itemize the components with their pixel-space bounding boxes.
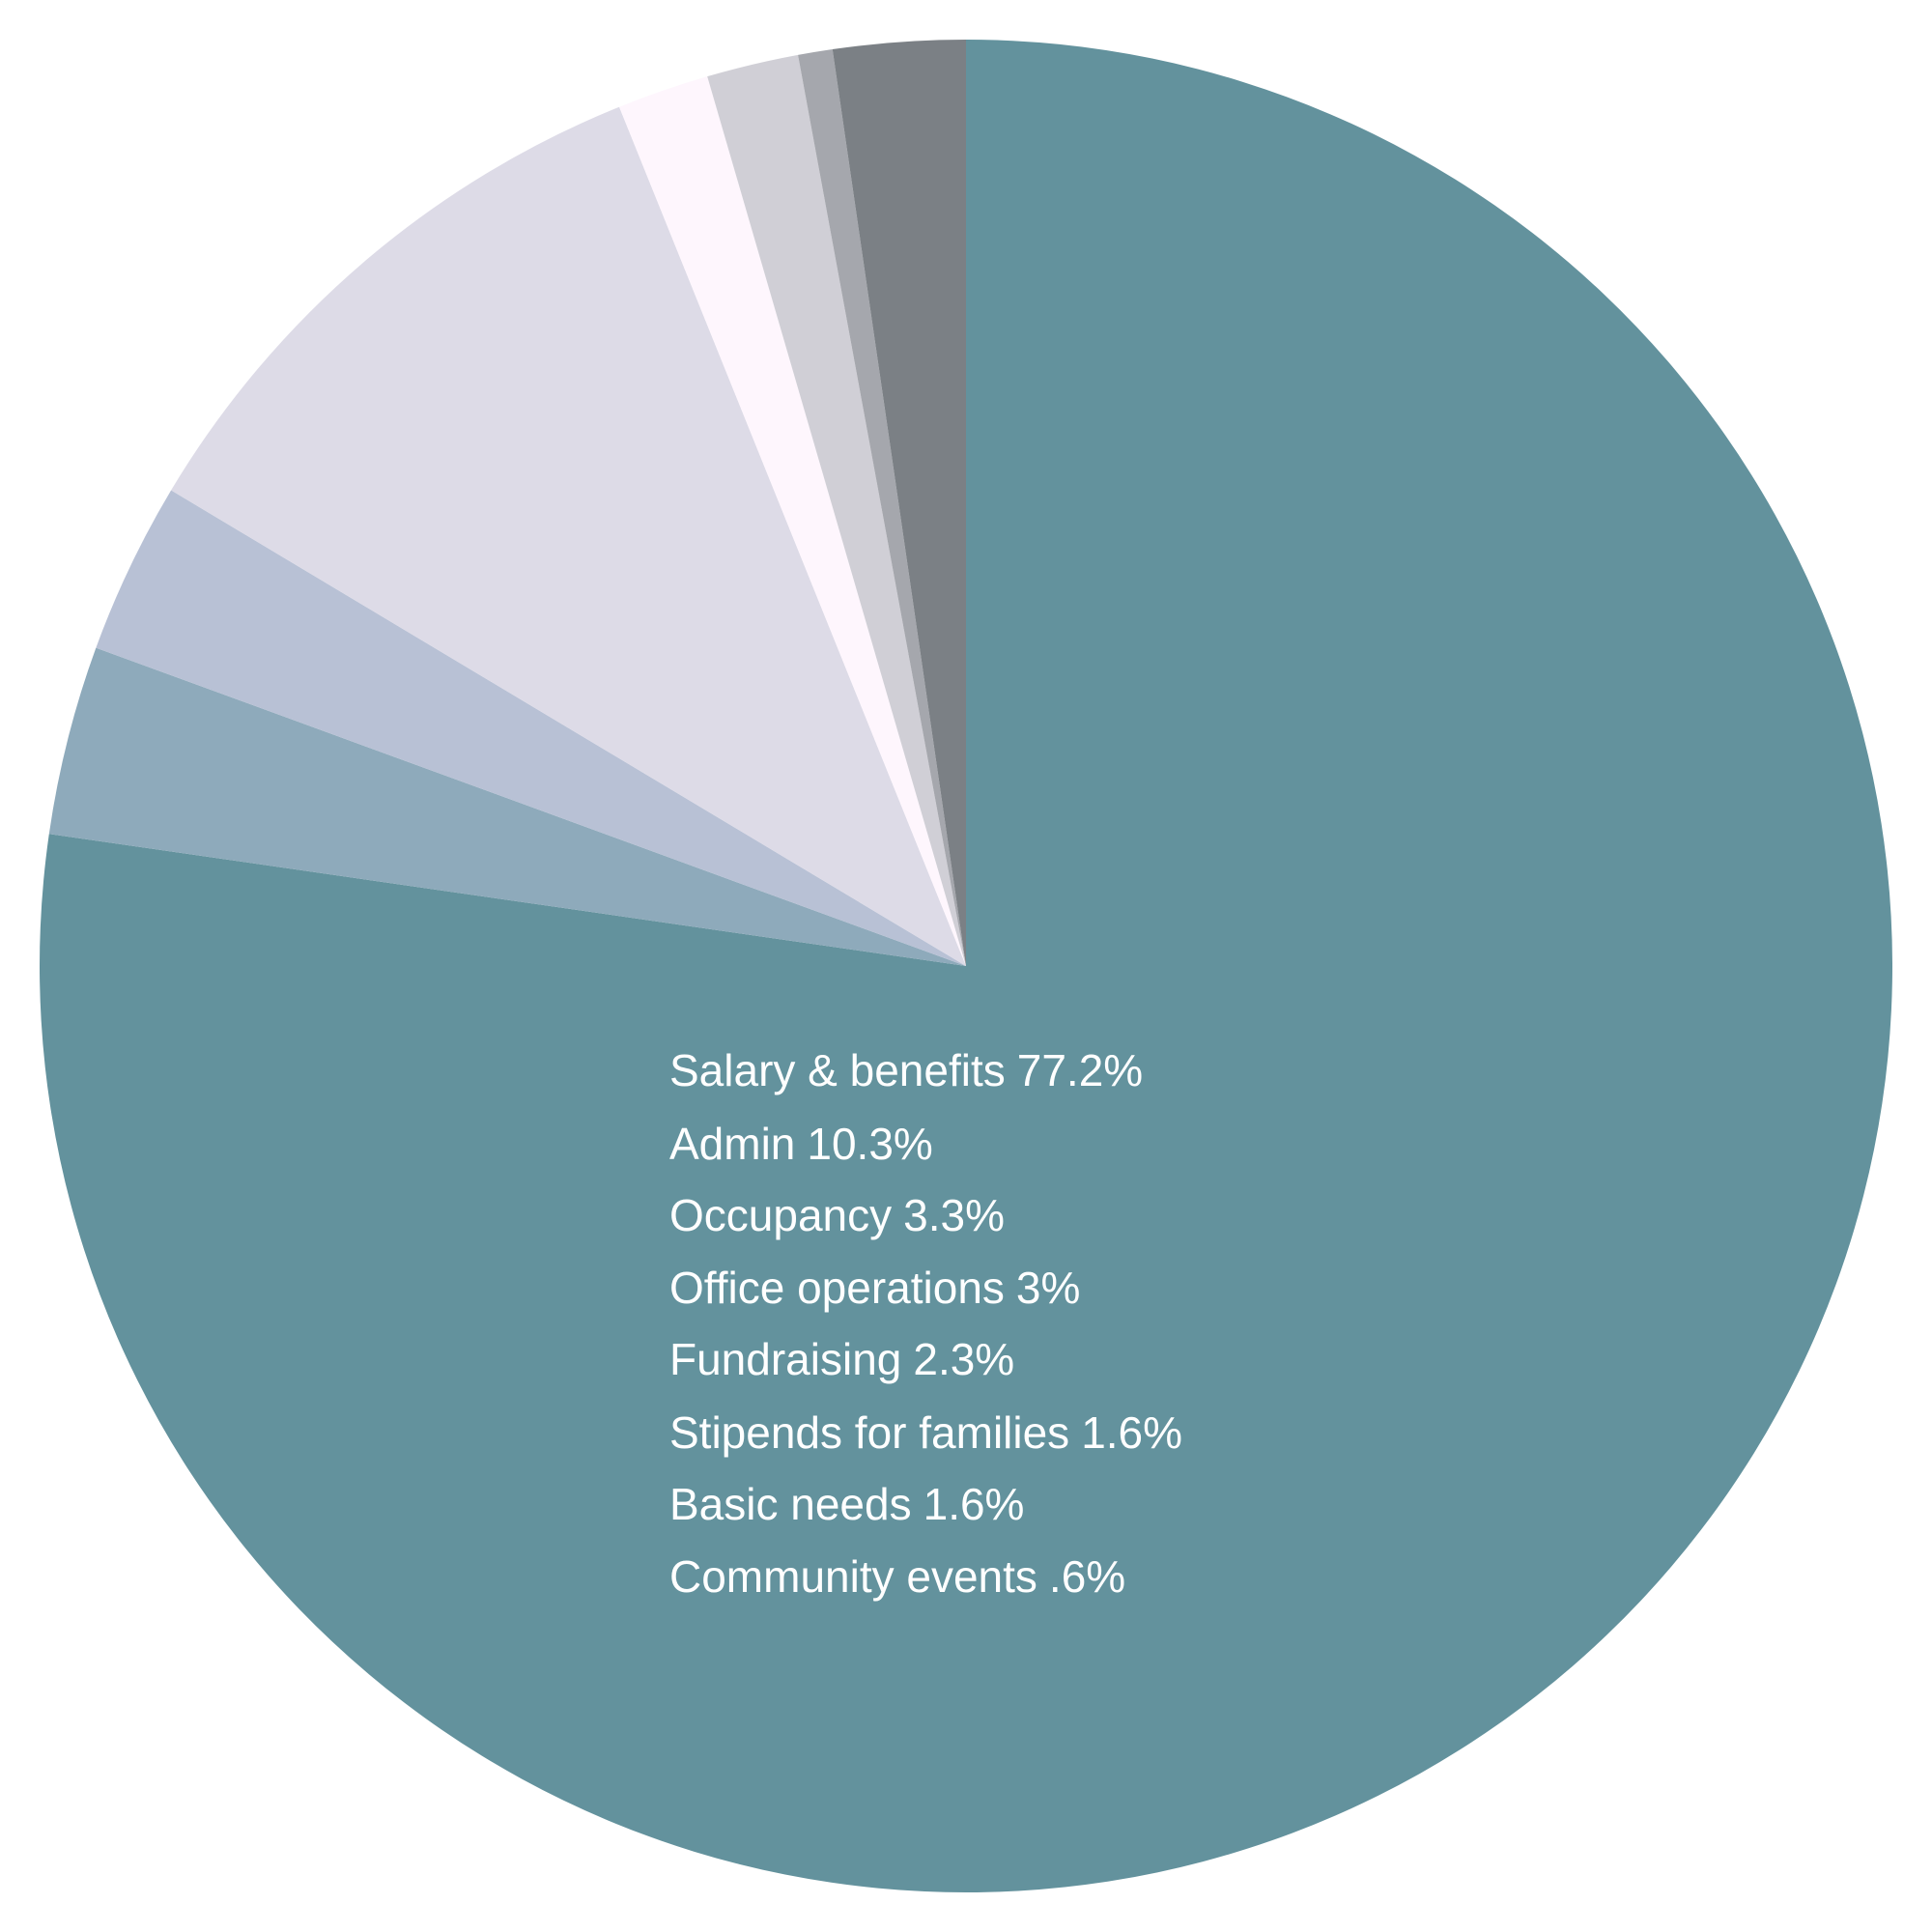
legend-value: 1.6%: [1081, 1407, 1182, 1458]
legend-entry: Office operations 3%: [669, 1263, 1080, 1313]
legend-entry: Admin 10.3%: [669, 1119, 933, 1169]
legend-label: Stipends for families: [669, 1407, 1069, 1458]
legend-label: Occupancy: [669, 1190, 892, 1240]
legend-label: Admin: [669, 1119, 795, 1169]
pie-slice: [619, 76, 966, 966]
legend-entry: Basic needs 1.6%: [669, 1479, 1024, 1529]
legend-value: .6%: [1049, 1551, 1125, 1602]
legend-label: Office operations: [669, 1263, 1005, 1313]
legend-entry: Salary & benefits 77.2%: [669, 1045, 1143, 1095]
legend-entry: Fundraising 2.3%: [669, 1334, 1014, 1384]
legend-label: Fundraising: [669, 1334, 901, 1384]
pie-slice: [48, 647, 966, 966]
pie-slice: [171, 106, 966, 966]
pie-slice: [707, 54, 966, 966]
pie-slice: [832, 40, 966, 966]
pie-slice: [96, 490, 966, 966]
legend: Salary & benefits 77.2% Admin 10.3% Occupa…: [669, 1045, 1182, 1602]
legend-value: 2.3%: [913, 1334, 1014, 1384]
legend-label: Community events: [669, 1551, 1037, 1602]
legend-value: 10.3%: [807, 1119, 932, 1169]
pie-slice: [39, 40, 1893, 1892]
legend-entry: Stipends for families 1.6%: [669, 1407, 1182, 1458]
legend-value: 3%: [1016, 1263, 1080, 1313]
legend-label: Salary & benefits: [669, 1045, 1006, 1095]
legend-value: 3.3%: [903, 1190, 1005, 1240]
legend-value: 1.6%: [923, 1479, 1025, 1529]
legend-label: Basic needs: [669, 1479, 912, 1529]
legend-entry: Occupancy 3.3%: [669, 1190, 1005, 1240]
pie: [39, 40, 1893, 1892]
pie-slice: [798, 49, 966, 967]
legend-entry: Community events .6%: [669, 1551, 1125, 1602]
legend-value: 77.2%: [1017, 1045, 1143, 1095]
